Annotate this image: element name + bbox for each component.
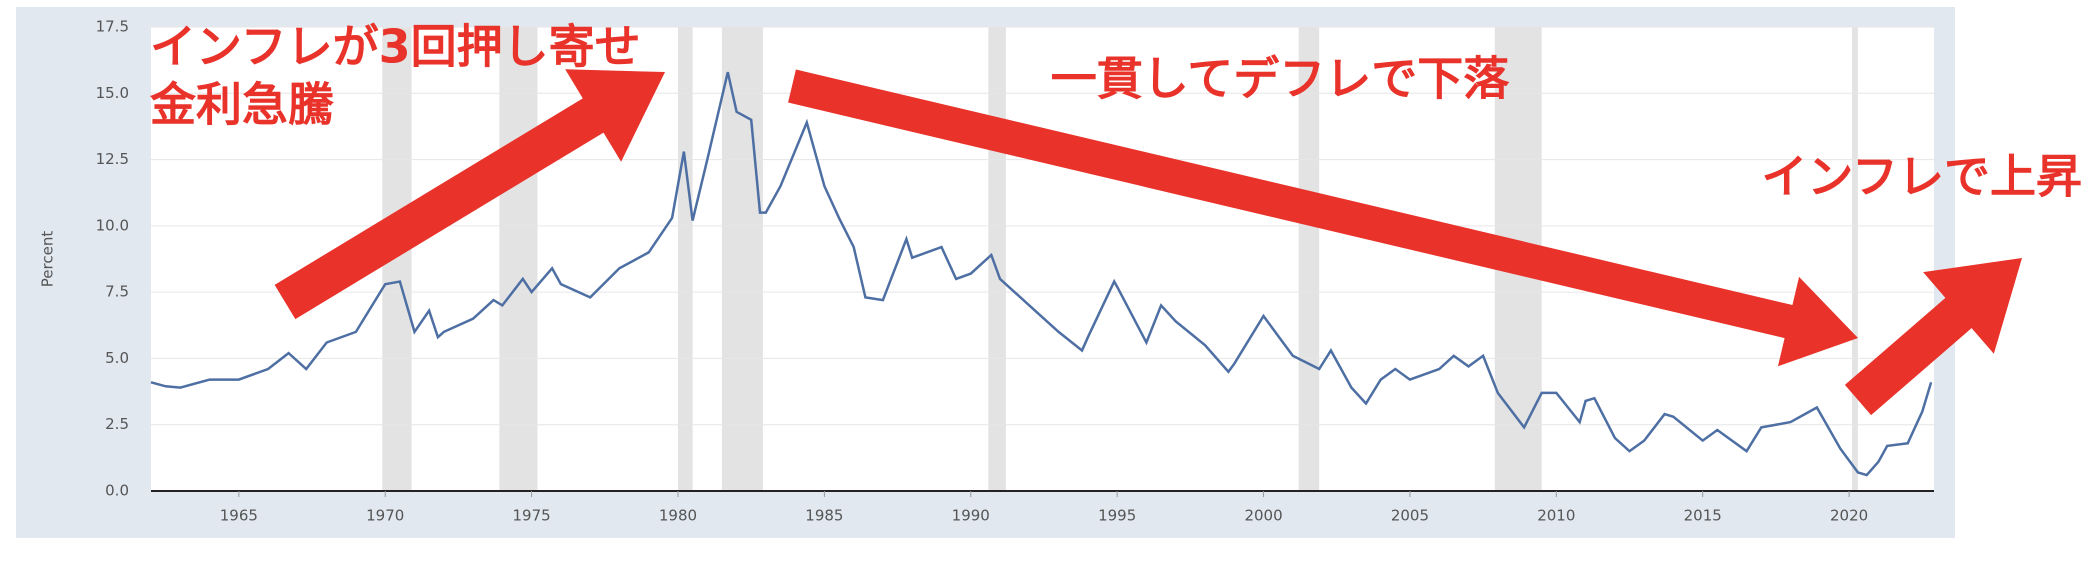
x-tick-label: 1995 xyxy=(1098,507,1136,525)
y-axis-label: Percent xyxy=(39,231,57,288)
y-tick-label: 7.5 xyxy=(105,283,129,301)
y-tick-label: 0.0 xyxy=(105,482,129,500)
x-tick-label: 2010 xyxy=(1537,507,1575,525)
x-tick-label: 2020 xyxy=(1830,507,1868,525)
x-tick-label: 1980 xyxy=(659,507,697,525)
annotation: インフレが3回押し寄せ xyxy=(150,20,641,74)
x-tick-label: 1970 xyxy=(366,507,404,525)
y-tick-label: 12.5 xyxy=(96,150,129,168)
plot-area xyxy=(151,27,1934,491)
x-tick-label: 1985 xyxy=(805,507,843,525)
y-tick-label: 17.5 xyxy=(96,18,129,36)
x-tick-label: 1965 xyxy=(220,507,258,525)
y-tick-label: 15.0 xyxy=(96,84,129,102)
recession-band xyxy=(721,27,763,491)
x-tick-label: 2015 xyxy=(1684,507,1722,525)
annotation: インフレで上昇 xyxy=(1761,150,2082,204)
x-tick-label: 1975 xyxy=(513,507,551,525)
annotation: 金利急騰 xyxy=(149,78,335,132)
y-tick-label: 2.5 xyxy=(105,415,129,433)
recession-band xyxy=(1298,27,1320,491)
arrow xyxy=(274,69,665,320)
recession-band xyxy=(1852,27,1858,491)
arrow xyxy=(788,69,1858,367)
x-tick-label: 1990 xyxy=(952,507,990,525)
y-tick-label: 5.0 xyxy=(105,349,129,367)
x-tick-label: 2005 xyxy=(1391,507,1429,525)
data-line xyxy=(150,71,1933,477)
y-tick-label: 10.0 xyxy=(96,216,129,234)
annotation: 一貫してデフレで下落 xyxy=(1051,52,1511,106)
x-tick-label: 2000 xyxy=(1244,507,1282,525)
recession-band xyxy=(677,27,693,491)
recession-band xyxy=(499,27,538,491)
recession-band xyxy=(988,27,1006,491)
arrow xyxy=(1844,258,2022,416)
